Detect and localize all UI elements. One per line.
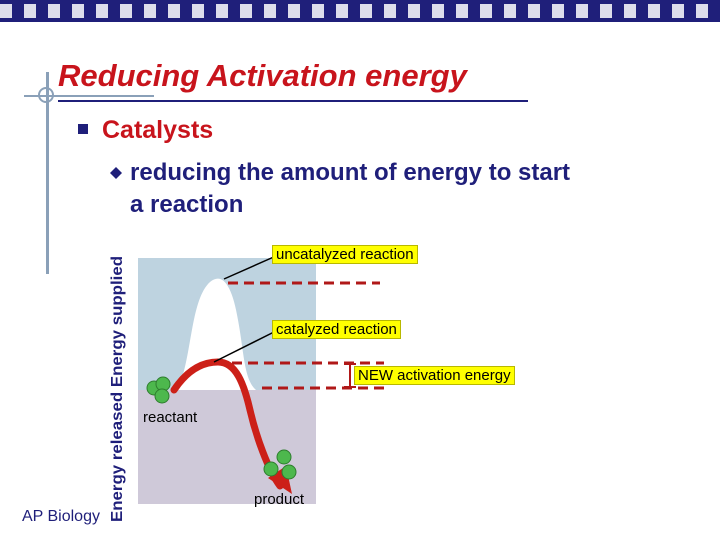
bullet-square-icon bbox=[78, 124, 88, 134]
slide-title: Reducing Activation energy bbox=[58, 58, 467, 93]
bullet-catalysts: Catalysts bbox=[102, 116, 214, 144]
reactant-label: reactant bbox=[143, 409, 198, 426]
product-molecule bbox=[263, 461, 279, 477]
footer-course: AP Biology bbox=[22, 508, 100, 525]
uncatalyzed-reaction-label: uncatalyzed reaction bbox=[272, 245, 418, 264]
energy-axis-label: Energy released Energy supplied bbox=[109, 256, 126, 522]
product-molecule bbox=[281, 464, 297, 480]
catalyzed-reaction-label: catalyzed reaction bbox=[272, 320, 401, 339]
product-molecule bbox=[276, 449, 292, 465]
new-activation-energy-label: NEW activation energy bbox=[354, 366, 515, 385]
catalyzed-leader bbox=[213, 330, 277, 363]
bullet-diamond-icon bbox=[110, 167, 122, 179]
decor-horizontal-line bbox=[24, 95, 154, 97]
banner-pattern bbox=[0, 4, 720, 18]
reactant-molecule bbox=[154, 388, 170, 404]
decor-vertical-line bbox=[46, 72, 49, 274]
uncatalyzed-leader bbox=[223, 255, 277, 280]
bullet-reducing-energy: reducing the amount of energy to start a… bbox=[130, 159, 571, 218]
title-underline bbox=[58, 100, 528, 102]
catalyzed-curve-arrow bbox=[170, 358, 284, 490]
decor-crosshair bbox=[38, 87, 54, 103]
top-banner bbox=[0, 0, 720, 22]
product-label: product bbox=[254, 491, 305, 508]
